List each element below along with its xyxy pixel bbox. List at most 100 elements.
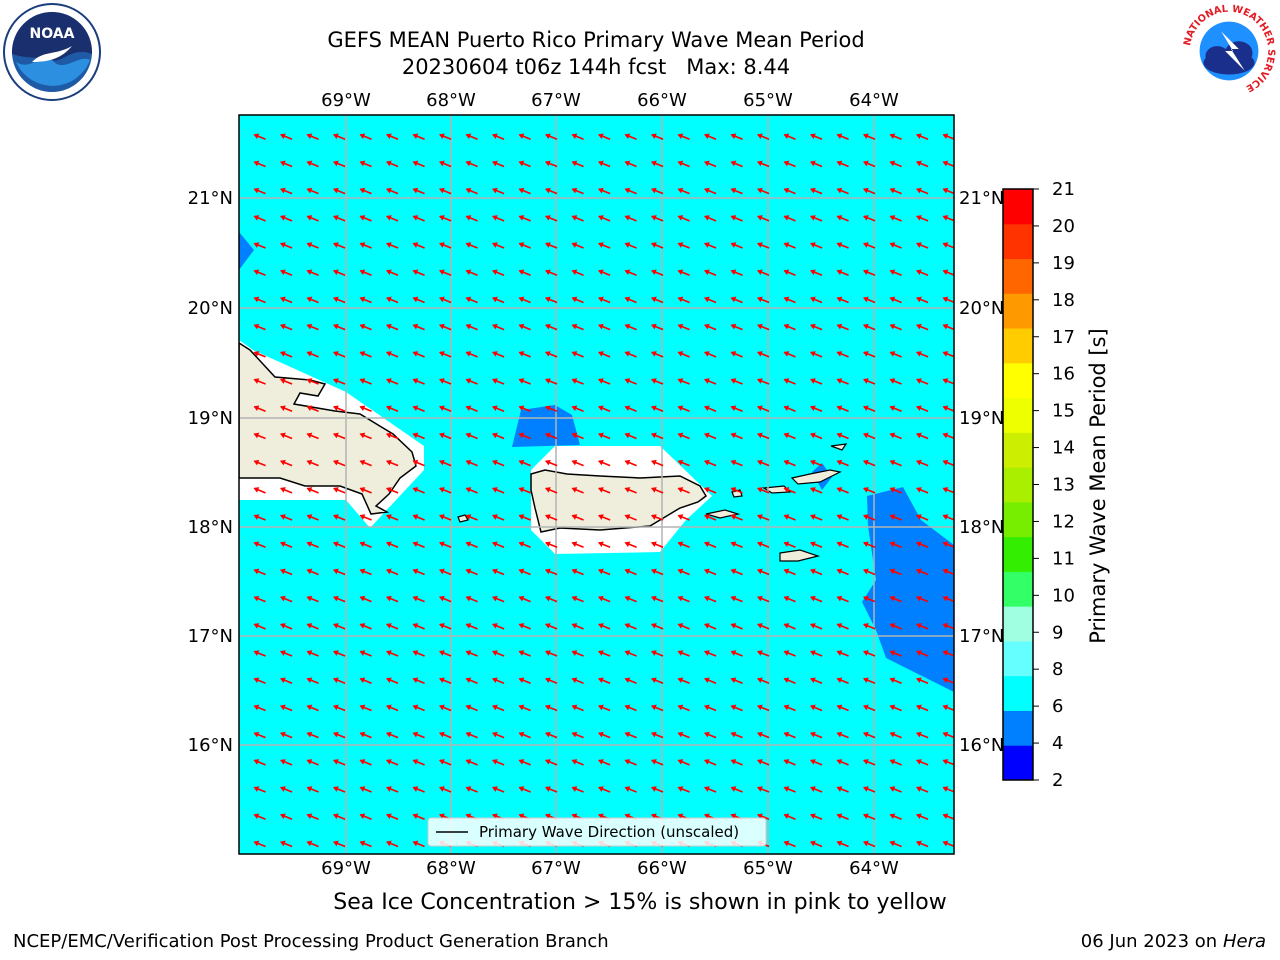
wave-arrow (439, 568, 452, 576)
wave-arrow (624, 269, 637, 276)
wave-arrow (280, 215, 293, 222)
wave-arrow (333, 323, 346, 331)
wave-arrow (730, 351, 743, 358)
wave-arrow (783, 432, 796, 440)
wave-arrow (412, 541, 425, 548)
wave-arrow (624, 405, 637, 412)
wave-arrow (942, 323, 954, 331)
wave-arrow (730, 405, 743, 412)
wave-arrow (412, 840, 425, 848)
wave-arrow (386, 405, 399, 412)
wave-arrow (730, 160, 743, 168)
wave-arrow (359, 351, 372, 358)
wave-arrow (280, 623, 293, 630)
wave-arrow (359, 432, 372, 440)
wave-arrow (253, 677, 266, 684)
wave-arrow (306, 813, 319, 820)
legend-label: Primary Wave Direction (unscaled) (479, 823, 739, 841)
wave-arrow (492, 650, 505, 657)
wave-arrow (730, 650, 743, 657)
wave-arrow (836, 459, 849, 467)
wave-arrow (359, 759, 372, 766)
wave-arrow (863, 541, 876, 548)
wave-arrow (545, 759, 558, 766)
wave-arrow (863, 160, 876, 168)
wave-arrow (518, 704, 531, 712)
wave-arrow (253, 378, 266, 385)
wave-arrow (571, 731, 584, 739)
wave-arrow (412, 296, 425, 304)
wave-arrow (571, 623, 584, 630)
wave-arrow (333, 514, 346, 521)
wave-arrow (810, 242, 823, 249)
wave-arrow (359, 704, 372, 712)
wave-arrow (280, 731, 293, 739)
wave-arrow (571, 323, 584, 331)
wave-arrow (651, 133, 664, 140)
wave-arrow (863, 704, 876, 712)
wave-arrow (704, 568, 717, 576)
wave-arrow (757, 759, 770, 766)
wave-arrow (730, 568, 743, 576)
wave-arrow (412, 731, 425, 739)
lat-labels-left: 21°N 20°N 19°N 18°N 17°N 16°N (188, 188, 233, 756)
wave-arrow (545, 677, 558, 684)
colorbar-segment (1003, 536, 1033, 572)
lon-label: 65°W (743, 90, 793, 111)
wave-arrow (810, 595, 823, 603)
lon-label: 64°W (849, 858, 899, 879)
wave-arrow (757, 813, 770, 820)
wave-arrow (757, 323, 770, 331)
wave-arrow (571, 487, 584, 494)
colorbar-tick-label: 4 (1052, 733, 1063, 754)
wave-arrow (677, 731, 690, 739)
wave-arrow (412, 568, 425, 576)
wave-arrow (333, 568, 346, 576)
wave-arrow (863, 595, 876, 603)
wave-arrow (730, 187, 743, 195)
wave-arrow (704, 759, 717, 766)
lon-label: 68°W (426, 90, 476, 111)
wave-arrow (492, 514, 505, 521)
wave-arrow (571, 242, 584, 249)
lat-label: 19°N (959, 408, 1004, 429)
wave-arrow (810, 677, 823, 684)
wave-arrow (439, 623, 452, 630)
lon-label: 67°W (531, 858, 581, 879)
wave-arrow (306, 704, 319, 712)
wave-arrow (545, 568, 558, 576)
wave-arrow (412, 405, 425, 412)
wave-arrow (545, 242, 558, 249)
wave-arrow (863, 242, 876, 249)
wave-arrow (863, 568, 876, 576)
wave-arrow (942, 269, 954, 276)
wave-arrow (412, 215, 425, 222)
wave-arrow (651, 514, 664, 521)
wave-arrow (836, 351, 849, 358)
wave-arrow (783, 487, 796, 494)
wave-arrow (280, 242, 293, 249)
wave-arrow (757, 405, 770, 412)
wave-arrow (306, 296, 319, 304)
wave-arrow (253, 568, 266, 576)
wave-arrow (465, 432, 478, 440)
wave-arrow (306, 432, 319, 440)
wave-arrow (571, 187, 584, 195)
wave-arrow (359, 514, 372, 521)
wave-arrow (730, 133, 743, 140)
wave-arrow (518, 595, 531, 603)
wave-arrow (253, 541, 266, 548)
colorbar-tick-label: 20 (1052, 216, 1075, 237)
wave-arrow (280, 133, 293, 140)
wave-arrow (280, 650, 293, 657)
wave-arrow (412, 786, 425, 793)
wave-arrow (836, 215, 849, 222)
wave-arrow (810, 432, 823, 440)
wave-arrow (386, 351, 399, 358)
wave-arrow (889, 432, 902, 440)
wave-arrow (545, 323, 558, 331)
wave-arrow (253, 514, 266, 521)
wave-arrow (386, 242, 399, 249)
wave-arrow (306, 269, 319, 276)
wave-arrow (704, 731, 717, 739)
